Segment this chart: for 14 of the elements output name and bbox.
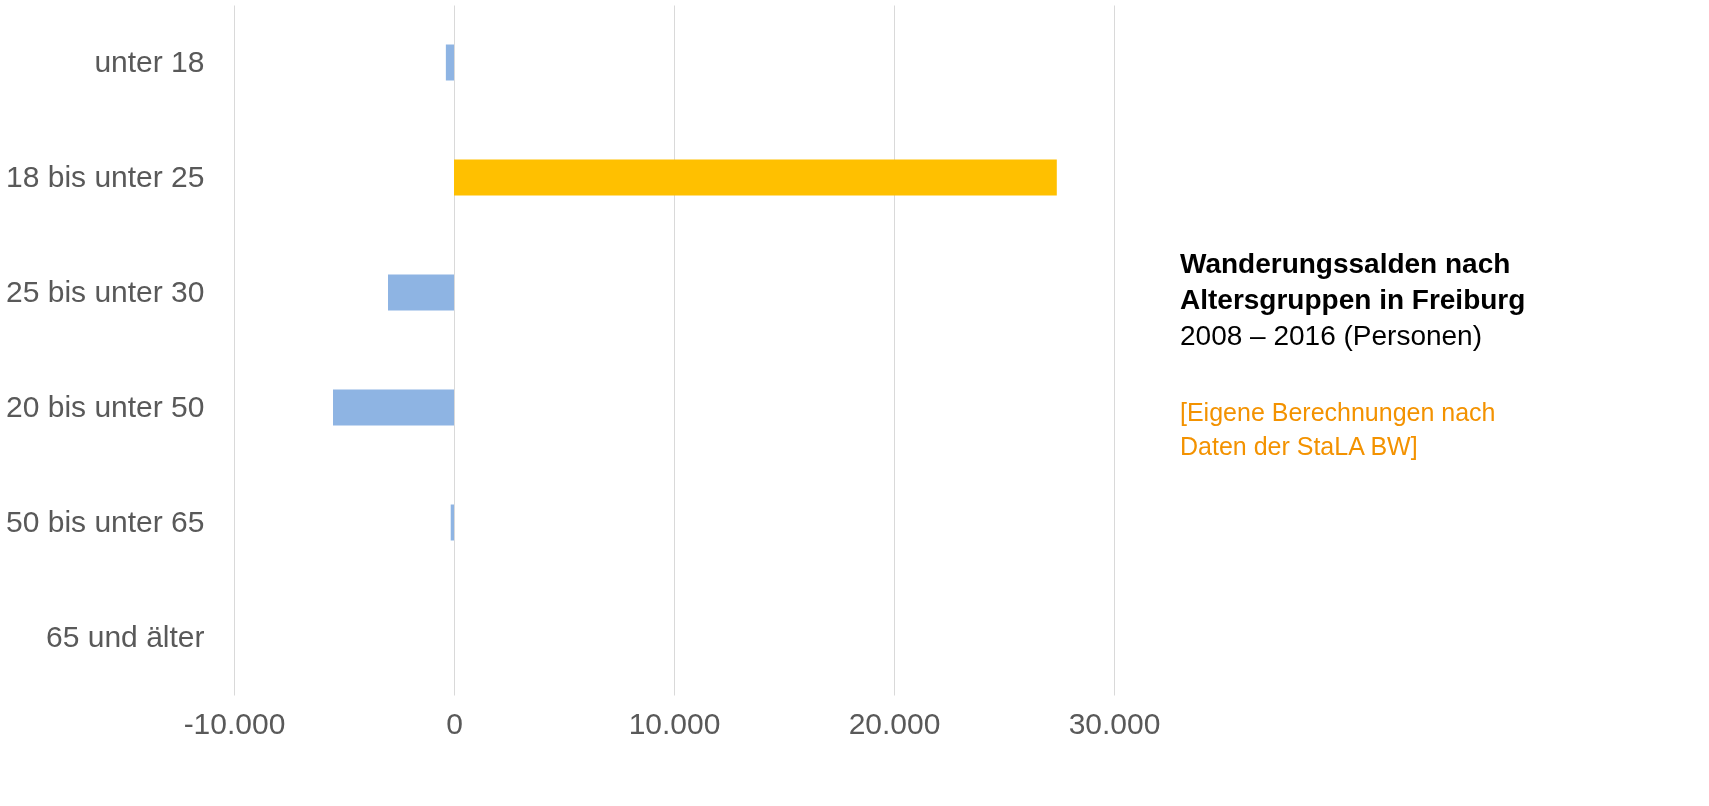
- x-tick-label: 0: [446, 706, 463, 740]
- x-tick-label: 10.000: [628, 706, 721, 740]
- y-tick-label: 20 bis unter 50: [6, 389, 205, 423]
- x-tick-label: 30.000: [1068, 706, 1161, 740]
- text: [Eigene Berechnungen nach Daten der StaLA BW]: [1180, 398, 1496, 460]
- text: 2008 – 2016 (Personen): [1180, 320, 1482, 351]
- y-tick-label: 65 und älter: [46, 619, 205, 653]
- y-tick-label: unter 18: [94, 44, 205, 78]
- y-tick-label: 25 bis unter 30: [6, 274, 205, 308]
- x-tick-label: -10.000: [183, 706, 286, 740]
- text: Wanderungssalden nach Altersgruppen in Freiburg: [1180, 248, 1526, 315]
- y-tick-label: 18 bis unter 25: [6, 159, 205, 193]
- y-tick-label: 50 bis unter 65: [6, 504, 205, 538]
- x-tick-label: 20.000: [848, 706, 941, 740]
